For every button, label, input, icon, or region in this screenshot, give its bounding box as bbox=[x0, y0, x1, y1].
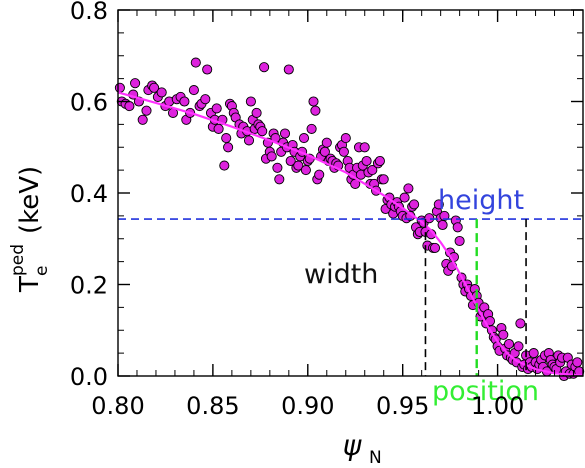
data-point bbox=[190, 57, 201, 68]
data-point bbox=[340, 133, 351, 144]
data-point bbox=[266, 151, 277, 162]
data-point bbox=[243, 135, 255, 146]
data-point bbox=[211, 103, 222, 114]
y-axis-label-sub: e bbox=[32, 266, 52, 276]
data-point bbox=[454, 235, 465, 247]
data-point bbox=[452, 222, 463, 233]
data-point bbox=[272, 162, 283, 173]
data-point bbox=[245, 96, 256, 107]
data-point bbox=[149, 82, 160, 93]
x-tick-label: 1.00 bbox=[471, 392, 524, 420]
data-point bbox=[219, 160, 230, 171]
fit-curve-layer bbox=[117, 91, 584, 377]
x-tick-label: 0.90 bbox=[281, 392, 334, 420]
data-point bbox=[403, 183, 414, 194]
data-point bbox=[374, 155, 385, 167]
data-point bbox=[424, 213, 435, 224]
annotations-layer: height width position bbox=[118, 185, 583, 407]
data-point bbox=[179, 96, 190, 107]
data-point bbox=[221, 133, 232, 144]
data-point bbox=[515, 318, 526, 329]
data-point bbox=[359, 142, 370, 153]
data-point bbox=[279, 128, 291, 139]
data-point bbox=[433, 199, 444, 210]
data-point bbox=[156, 87, 167, 98]
x-tick-label: 0.85 bbox=[186, 392, 239, 420]
data-point bbox=[314, 169, 325, 180]
data-point bbox=[259, 62, 270, 73]
y-tick-label: 0.2 bbox=[70, 272, 108, 300]
x-tick-label: 0.80 bbox=[91, 392, 144, 420]
data-point bbox=[200, 94, 211, 105]
x-axis-label-sub: N bbox=[369, 448, 382, 468]
position-label: position bbox=[432, 376, 539, 407]
data-point bbox=[513, 341, 524, 352]
data-point bbox=[437, 219, 448, 231]
data-point bbox=[124, 101, 135, 112]
x-axis-label: ψ bbox=[343, 429, 362, 462]
data-point bbox=[572, 357, 583, 368]
data-point bbox=[378, 174, 389, 185]
y-axis-label-unit: (keV) bbox=[15, 166, 45, 234]
data-point bbox=[188, 85, 199, 96]
data-point bbox=[367, 165, 378, 176]
data-point bbox=[310, 105, 321, 116]
x-tick-label: 0.95 bbox=[376, 392, 429, 420]
data-point bbox=[439, 210, 450, 221]
data-point bbox=[114, 82, 125, 93]
data-point bbox=[298, 133, 310, 144]
data-point bbox=[338, 146, 349, 157]
data-point bbox=[498, 329, 509, 340]
data-point bbox=[528, 348, 539, 359]
fit-curve bbox=[117, 91, 584, 377]
y-tick-label: 0.0 bbox=[70, 363, 108, 391]
y-tick-label: 0.6 bbox=[70, 89, 108, 117]
data-point bbox=[409, 199, 420, 210]
y-axis-label: T bbox=[15, 276, 45, 293]
data-point bbox=[429, 242, 441, 253]
data-point bbox=[503, 338, 515, 350]
data-point bbox=[399, 192, 410, 203]
data-point bbox=[223, 142, 234, 153]
data-point bbox=[274, 174, 285, 185]
y-axis-label-sup: ped bbox=[8, 244, 28, 276]
axes-layer: 0.0 0.2 0.4 0.6 0.8 0.80 0.85 0.90 0.95 1.00 bbox=[70, 0, 584, 420]
data-point bbox=[141, 105, 152, 116]
data-point bbox=[202, 64, 213, 75]
data-point bbox=[283, 64, 294, 75]
data-point bbox=[130, 78, 141, 89]
data-point bbox=[137, 114, 148, 125]
data-point bbox=[300, 165, 311, 176]
height-label: height bbox=[438, 185, 524, 216]
y-tick-label: 0.8 bbox=[70, 0, 108, 25]
data-point bbox=[257, 126, 268, 137]
scatter-points bbox=[114, 57, 585, 382]
data-point bbox=[251, 107, 262, 118]
data-point bbox=[306, 123, 317, 134]
width-label: width bbox=[304, 259, 378, 290]
data-point bbox=[308, 96, 319, 107]
data-point bbox=[321, 137, 332, 148]
y-tick-label: 0.4 bbox=[70, 180, 108, 208]
data-point bbox=[213, 123, 224, 134]
data-point bbox=[361, 155, 372, 167]
data-point bbox=[285, 155, 296, 167]
